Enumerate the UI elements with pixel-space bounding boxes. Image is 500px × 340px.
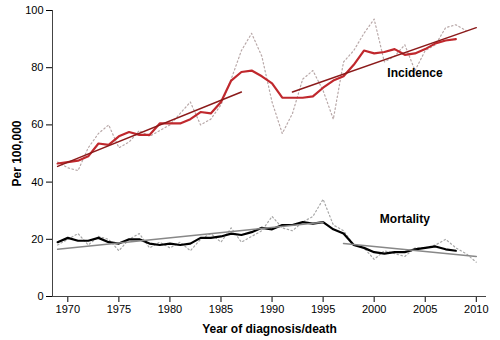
svg-text:1995: 1995 [311,303,335,315]
svg-text:2005: 2005 [413,303,437,315]
svg-text:1990: 1990 [260,303,284,315]
svg-text:Year of diagnosis/death: Year of diagnosis/death [202,322,337,336]
svg-text:1980: 1980 [158,303,182,315]
svg-text:60: 60 [31,118,43,130]
svg-text:0: 0 [37,290,43,302]
svg-text:Incidence: Incidence [387,66,443,80]
svg-text:Mortality: Mortality [380,212,430,226]
svg-text:Per 100,000: Per 100,000 [10,120,24,186]
svg-text:2000: 2000 [362,303,386,315]
svg-text:80: 80 [31,61,43,73]
svg-text:2010: 2010 [464,303,488,315]
svg-text:100: 100 [25,4,43,16]
svg-text:20: 20 [31,233,43,245]
svg-text:1970: 1970 [56,303,80,315]
svg-text:1985: 1985 [209,303,233,315]
svg-text:40: 40 [31,176,43,188]
svg-text:1975: 1975 [107,303,131,315]
